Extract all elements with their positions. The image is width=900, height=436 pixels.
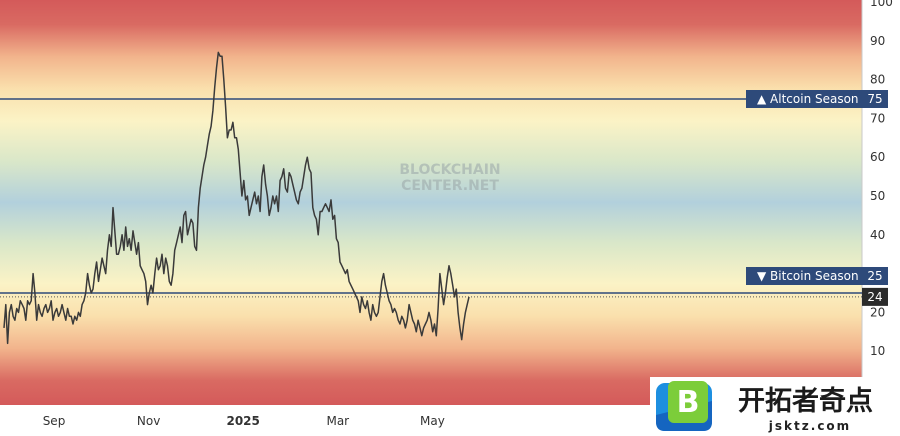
altcoin-season-label-bg: [746, 90, 862, 108]
watermark-line1: BLOCKCHAIN: [399, 162, 500, 178]
logo-title: 开拓者奇点: [738, 386, 873, 417]
current-value-bg: [862, 287, 888, 306]
bitcoin-season-label: ▼ Bitcoin Season 25: [746, 267, 888, 285]
x-tick-label: May: [420, 414, 445, 428]
bitcoin-season-label-bg: [746, 267, 862, 285]
y-tick-label: 60: [870, 150, 885, 164]
y-tick-label: 90: [870, 34, 885, 48]
season-thresholds: [0, 98, 862, 298]
x-tick-label: Mar: [326, 414, 349, 428]
altcoin-season-label: ▲ Altcoin Season 75: [746, 90, 888, 108]
bitcoin-season-value-bg: [862, 267, 888, 285]
current-value-label: 24: [862, 287, 888, 306]
logo-domain: jsktz.com: [768, 419, 851, 433]
altcoin-season-value-bg: [862, 90, 888, 108]
altcoin-season-value: 75: [867, 92, 882, 106]
x-tick-label: Nov: [137, 414, 160, 428]
watermark-line2: CENTER.NET: [401, 178, 499, 194]
y-tick-label: 50: [870, 189, 885, 203]
logo-badge-icon: B: [656, 381, 712, 431]
logo-letter: B: [677, 385, 700, 420]
y-tick-label: 40: [870, 228, 885, 242]
heat-background: [0, 0, 862, 405]
bitcoin-season-value: 25: [867, 269, 882, 283]
site-logo[interactable]: B 开拓者奇点 jsktz.com: [650, 377, 900, 436]
bitcoin-season-label-text: ▼ Bitcoin Season: [757, 269, 859, 283]
watermark: BLOCKCHAIN CENTER.NET: [399, 162, 500, 194]
series-line: [3, 51, 470, 345]
y-tick-label: 10: [870, 344, 885, 358]
y-tick-label: 70: [870, 111, 885, 125]
x-tick-label: 2025: [226, 414, 259, 428]
altcoin-season-label-text: ▲ Altcoin Season: [757, 92, 859, 106]
axis-panel: [862, 0, 900, 405]
y-tick-label: 100: [870, 0, 893, 9]
current-value: 24: [867, 290, 882, 304]
y-tick-label: 20: [870, 305, 885, 319]
x-axis-ticks: Sep Nov 2025 Mar May: [43, 414, 445, 428]
y-tick-label: 80: [870, 73, 885, 87]
x-tick-label: Sep: [43, 414, 66, 428]
